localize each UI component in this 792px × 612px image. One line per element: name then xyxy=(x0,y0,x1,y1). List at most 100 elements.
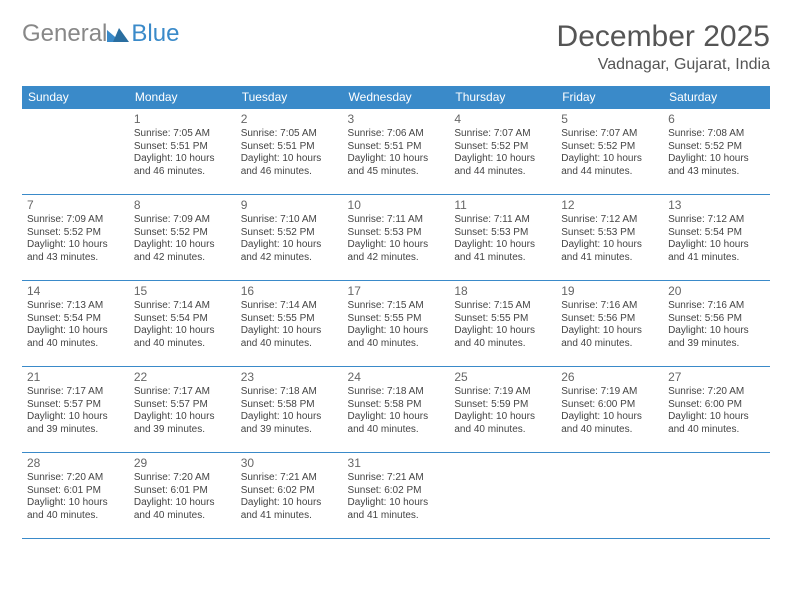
sunset-text: Sunset: 6:00 PM xyxy=(561,399,658,412)
calendar-cell: 26Sunrise: 7:19 AMSunset: 6:00 PMDayligh… xyxy=(556,367,663,453)
day-number: 4 xyxy=(454,112,551,127)
day-number: 6 xyxy=(668,112,765,127)
calendar-cell: 21Sunrise: 7:17 AMSunset: 5:57 PMDayligh… xyxy=(22,367,129,453)
month-title: December 2025 xyxy=(557,20,770,54)
sunrise-text: Sunrise: 7:20 AM xyxy=(27,472,124,485)
day-number: 9 xyxy=(241,198,338,213)
calendar-cell: 20Sunrise: 7:16 AMSunset: 5:56 PMDayligh… xyxy=(663,281,770,367)
calendar-cell: 3Sunrise: 7:06 AMSunset: 5:51 PMDaylight… xyxy=(343,109,450,195)
calendar-row: 14Sunrise: 7:13 AMSunset: 5:54 PMDayligh… xyxy=(22,281,770,367)
day-number: 31 xyxy=(348,456,445,471)
sunset-text: Sunset: 5:52 PM xyxy=(241,227,338,240)
day-number: 22 xyxy=(134,370,231,385)
calendar-cell: 29Sunrise: 7:20 AMSunset: 6:01 PMDayligh… xyxy=(129,453,236,539)
calendar-cell: 6Sunrise: 7:08 AMSunset: 5:52 PMDaylight… xyxy=(663,109,770,195)
location: Vadnagar, Gujarat, India xyxy=(557,56,770,74)
sunset-text: Sunset: 5:55 PM xyxy=(454,313,551,326)
sunrise-text: Sunrise: 7:07 AM xyxy=(454,128,551,141)
calendar-cell: 23Sunrise: 7:18 AMSunset: 5:58 PMDayligh… xyxy=(236,367,343,453)
sunrise-text: Sunrise: 7:20 AM xyxy=(668,386,765,399)
day-number: 19 xyxy=(561,284,658,299)
weekday-header: Monday xyxy=(129,86,236,109)
sunrise-text: Sunrise: 7:12 AM xyxy=(561,214,658,227)
sunrise-text: Sunrise: 7:17 AM xyxy=(27,386,124,399)
weekday-header: Thursday xyxy=(449,86,556,109)
calendar-cell: 30Sunrise: 7:21 AMSunset: 6:02 PMDayligh… xyxy=(236,453,343,539)
day-number: 8 xyxy=(134,198,231,213)
daylight-text: Daylight: 10 hours and 39 minutes. xyxy=(27,411,124,436)
weekday-header: Tuesday xyxy=(236,86,343,109)
sunrise-text: Sunrise: 7:12 AM xyxy=(668,214,765,227)
sunrise-text: Sunrise: 7:16 AM xyxy=(561,300,658,313)
daylight-text: Daylight: 10 hours and 40 minutes. xyxy=(454,325,551,350)
header: General Blue December 2025 Vadnagar, Guj… xyxy=(22,20,770,74)
calendar-row: 28Sunrise: 7:20 AMSunset: 6:01 PMDayligh… xyxy=(22,453,770,539)
day-number: 30 xyxy=(241,456,338,471)
calendar-row: 1Sunrise: 7:05 AMSunset: 5:51 PMDaylight… xyxy=(22,109,770,195)
sunset-text: Sunset: 5:55 PM xyxy=(348,313,445,326)
daylight-text: Daylight: 10 hours and 40 minutes. xyxy=(134,497,231,522)
sunrise-text: Sunrise: 7:10 AM xyxy=(241,214,338,227)
daylight-text: Daylight: 10 hours and 41 minutes. xyxy=(561,239,658,264)
day-number: 26 xyxy=(561,370,658,385)
daylight-text: Daylight: 10 hours and 40 minutes. xyxy=(27,325,124,350)
sunset-text: Sunset: 5:52 PM xyxy=(27,227,124,240)
daylight-text: Daylight: 10 hours and 44 minutes. xyxy=(561,153,658,178)
day-number: 28 xyxy=(27,456,124,471)
sunrise-text: Sunrise: 7:18 AM xyxy=(241,386,338,399)
calendar-cell xyxy=(556,453,663,539)
daylight-text: Daylight: 10 hours and 46 minutes. xyxy=(241,153,338,178)
sunset-text: Sunset: 6:01 PM xyxy=(134,485,231,498)
daylight-text: Daylight: 10 hours and 40 minutes. xyxy=(27,497,124,522)
sunrise-text: Sunrise: 7:18 AM xyxy=(348,386,445,399)
day-number: 13 xyxy=(668,198,765,213)
calendar-row: 21Sunrise: 7:17 AMSunset: 5:57 PMDayligh… xyxy=(22,367,770,453)
daylight-text: Daylight: 10 hours and 39 minutes. xyxy=(241,411,338,436)
calendar-cell: 5Sunrise: 7:07 AMSunset: 5:52 PMDaylight… xyxy=(556,109,663,195)
daylight-text: Daylight: 10 hours and 41 minutes. xyxy=(348,497,445,522)
day-number: 29 xyxy=(134,456,231,471)
weekday-header: Friday xyxy=(556,86,663,109)
calendar-body: 1Sunrise: 7:05 AMSunset: 5:51 PMDaylight… xyxy=(22,109,770,539)
sunset-text: Sunset: 5:54 PM xyxy=(134,313,231,326)
sunrise-text: Sunrise: 7:19 AM xyxy=(561,386,658,399)
sunset-text: Sunset: 5:53 PM xyxy=(561,227,658,240)
calendar-table: SundayMondayTuesdayWednesdayThursdayFrid… xyxy=(22,86,770,539)
calendar-cell: 28Sunrise: 7:20 AMSunset: 6:01 PMDayligh… xyxy=(22,453,129,539)
day-number: 21 xyxy=(27,370,124,385)
weekday-header: Sunday xyxy=(22,86,129,109)
sunset-text: Sunset: 5:53 PM xyxy=(348,227,445,240)
daylight-text: Daylight: 10 hours and 40 minutes. xyxy=(241,325,338,350)
daylight-text: Daylight: 10 hours and 42 minutes. xyxy=(134,239,231,264)
day-number: 17 xyxy=(348,284,445,299)
logo-text-blue: Blue xyxy=(131,20,179,48)
sunset-text: Sunset: 5:59 PM xyxy=(454,399,551,412)
day-number: 12 xyxy=(561,198,658,213)
calendar-cell: 2Sunrise: 7:05 AMSunset: 5:51 PMDaylight… xyxy=(236,109,343,195)
calendar-cell: 27Sunrise: 7:20 AMSunset: 6:00 PMDayligh… xyxy=(663,367,770,453)
daylight-text: Daylight: 10 hours and 41 minutes. xyxy=(241,497,338,522)
calendar-cell: 9Sunrise: 7:10 AMSunset: 5:52 PMDaylight… xyxy=(236,195,343,281)
sunrise-text: Sunrise: 7:20 AM xyxy=(134,472,231,485)
sunset-text: Sunset: 5:52 PM xyxy=(454,141,551,154)
daylight-text: Daylight: 10 hours and 40 minutes. xyxy=(134,325,231,350)
sunset-text: Sunset: 6:00 PM xyxy=(668,399,765,412)
daylight-text: Daylight: 10 hours and 43 minutes. xyxy=(668,153,765,178)
sunset-text: Sunset: 5:57 PM xyxy=(134,399,231,412)
calendar-cell: 11Sunrise: 7:11 AMSunset: 5:53 PMDayligh… xyxy=(449,195,556,281)
sunset-text: Sunset: 5:52 PM xyxy=(561,141,658,154)
calendar-cell: 18Sunrise: 7:15 AMSunset: 5:55 PMDayligh… xyxy=(449,281,556,367)
daylight-text: Daylight: 10 hours and 46 minutes. xyxy=(134,153,231,178)
calendar-cell: 16Sunrise: 7:14 AMSunset: 5:55 PMDayligh… xyxy=(236,281,343,367)
daylight-text: Daylight: 10 hours and 42 minutes. xyxy=(348,239,445,264)
sunset-text: Sunset: 6:01 PM xyxy=(27,485,124,498)
daylight-text: Daylight: 10 hours and 40 minutes. xyxy=(561,411,658,436)
sunrise-text: Sunrise: 7:11 AM xyxy=(348,214,445,227)
sunset-text: Sunset: 5:52 PM xyxy=(668,141,765,154)
calendar-cell xyxy=(663,453,770,539)
sunset-text: Sunset: 5:57 PM xyxy=(27,399,124,412)
day-number: 1 xyxy=(134,112,231,127)
daylight-text: Daylight: 10 hours and 40 minutes. xyxy=(348,411,445,436)
sunset-text: Sunset: 5:51 PM xyxy=(348,141,445,154)
day-number: 7 xyxy=(27,198,124,213)
